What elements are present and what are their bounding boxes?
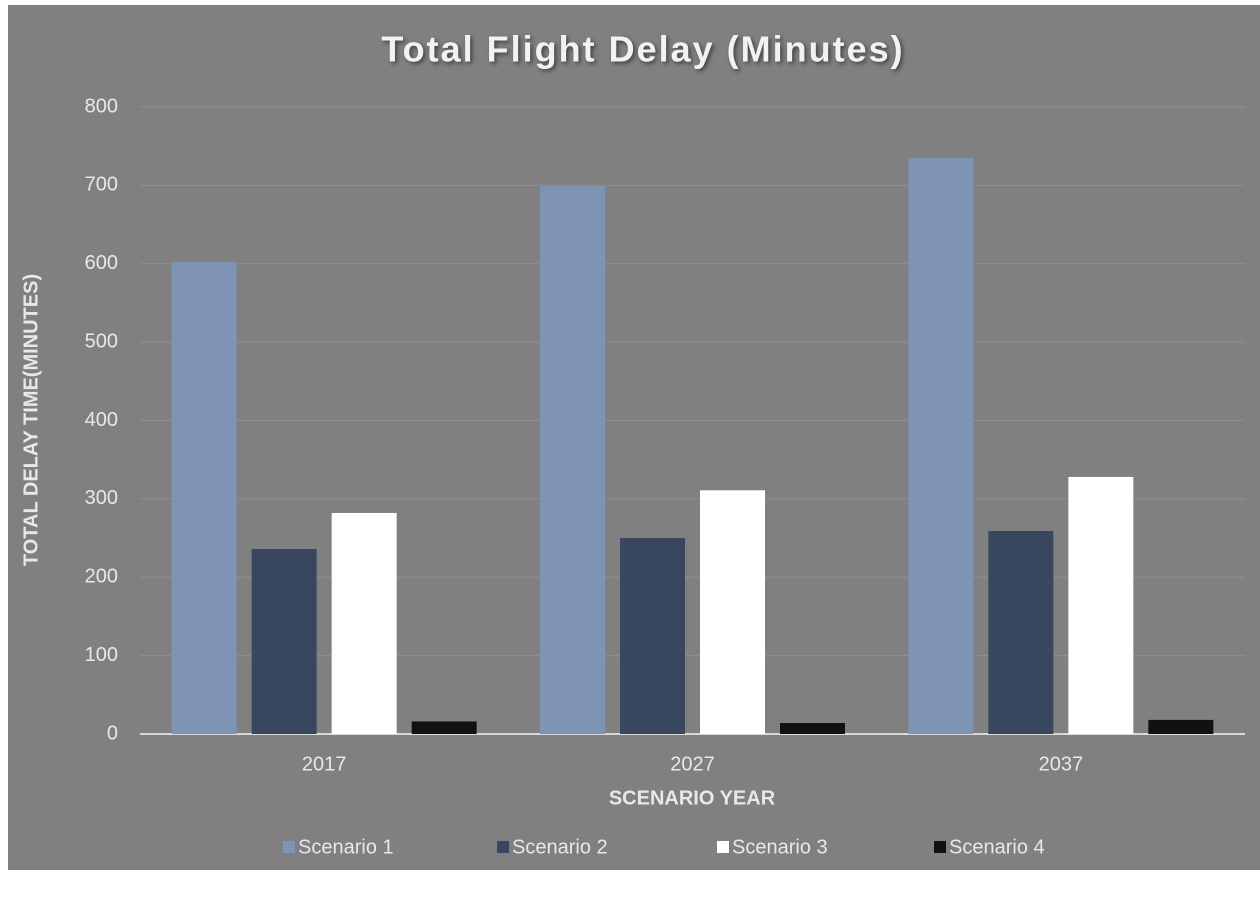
legend-swatch (717, 841, 729, 853)
legend-label: Scenario 4 (949, 836, 1045, 858)
bar (171, 262, 237, 734)
x-tick-label: 2017 (302, 753, 347, 775)
bar (1068, 476, 1134, 734)
x-tick-label: 2037 (1039, 753, 1084, 775)
legend-label: Scenario 3 (732, 836, 828, 858)
legend-swatch (283, 841, 295, 853)
legend-swatch (934, 841, 946, 853)
bar (411, 721, 477, 734)
legend-swatch (497, 841, 509, 853)
bar (700, 490, 765, 734)
y-tick-label: 300 (85, 487, 118, 509)
y-tick-label: 600 (85, 252, 118, 274)
legend-label: Scenario 1 (298, 836, 394, 858)
bar (988, 531, 1054, 734)
y-tick-label: 400 (85, 409, 118, 431)
x-tick-label: 2027 (670, 753, 715, 775)
bar (540, 186, 605, 734)
y-tick-label: 200 (85, 566, 118, 588)
bar (251, 549, 317, 734)
chart-title: Total Flight Delay (Minutes) (381, 29, 904, 70)
y-tick-label: 0 (107, 722, 118, 744)
bar (1148, 719, 1214, 734)
bar (780, 723, 845, 734)
bar (331, 512, 397, 734)
y-axis-title: TOTAL DELAY TIME(MINUTES) (20, 274, 42, 566)
y-tick-label: 700 (85, 174, 118, 196)
y-tick-label: 500 (85, 330, 118, 352)
bar (620, 538, 685, 734)
x-axis-title: SCENARIO YEAR (609, 787, 776, 809)
y-tick-label: 100 (85, 644, 118, 666)
bar (908, 157, 974, 735)
legend-label: Scenario 2 (512, 836, 608, 858)
y-tick-label: 800 (85, 95, 118, 117)
